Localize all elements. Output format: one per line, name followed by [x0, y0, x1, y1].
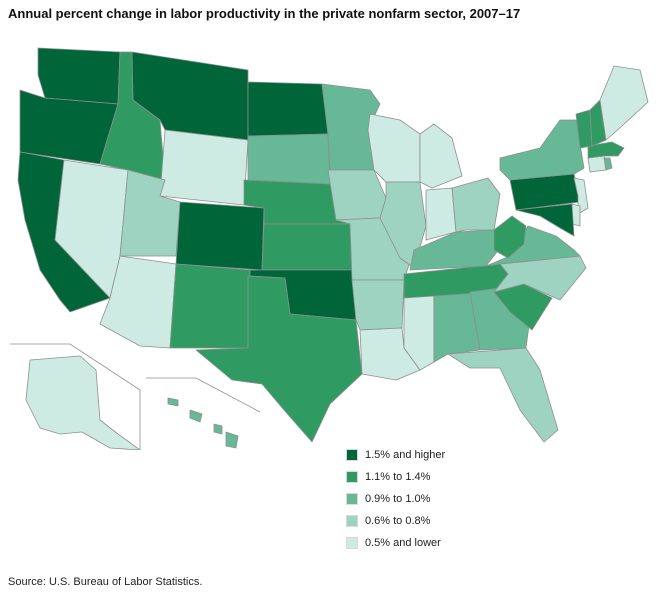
legend-swatch	[346, 515, 358, 527]
legend-item: 1.1% to 1.4%	[346, 466, 445, 488]
state-wi[interactable]	[367, 113, 421, 183]
state-il[interactable]	[379, 181, 427, 269]
state-ct[interactable]	[587, 155, 607, 173]
legend-label: 0.5% and lower	[365, 537, 441, 549]
state-sd[interactable]	[247, 133, 331, 185]
legend-swatch	[346, 493, 358, 505]
state-nd[interactable]	[247, 81, 329, 137]
state-tx[interactable]	[195, 275, 363, 443]
state-mi[interactable]	[419, 123, 463, 189]
state-ny[interactable]	[499, 119, 585, 181]
source-note: Source: U.S. Bureau of Labor Statistics.	[8, 576, 203, 588]
state-nj[interactable]	[573, 177, 589, 215]
state-ri[interactable]	[603, 157, 613, 171]
map-title: Annual percent change in labor productiv…	[8, 6, 521, 21]
legend-label: 1.1% to 1.4%	[365, 471, 431, 483]
state-ak[interactable]	[25, 355, 141, 450]
us-choropleth-map	[10, 47, 649, 450]
legend-item: 0.5% and lower	[346, 532, 445, 554]
state-fl[interactable]	[447, 347, 559, 443]
legend-swatch	[346, 471, 358, 483]
state-wy[interactable]	[159, 129, 249, 206]
state-nm[interactable]	[169, 263, 251, 349]
state-ar[interactable]	[351, 279, 405, 331]
state-hi[interactable]	[167, 397, 239, 449]
legend-label: 1.5% and higher	[365, 449, 446, 461]
state-co[interactable]	[175, 201, 265, 271]
inset-frame-lines	[10, 343, 261, 450]
legend-label: 0.6% to 0.8%	[365, 515, 431, 527]
legend-label: 0.9% to 1.0%	[365, 493, 431, 505]
legend-item: 1.5% and higher	[346, 444, 445, 466]
state-nc[interactable]	[493, 255, 587, 301]
state-in[interactable]	[425, 187, 457, 241]
map-legend: 1.5% and higher 1.1% to 1.4% 0.9% to 1.0…	[346, 444, 445, 554]
state-wv[interactable]	[493, 215, 527, 259]
legend-swatch	[346, 449, 358, 461]
state-ma[interactable]	[587, 141, 625, 159]
state-wa[interactable]	[37, 47, 121, 105]
state-ks[interactable]	[261, 223, 353, 271]
state-me[interactable]	[599, 65, 649, 141]
state-md[interactable]	[515, 203, 575, 237]
legend-item: 0.6% to 0.8%	[346, 510, 445, 532]
state-oh[interactable]	[451, 177, 501, 233]
legend-swatch	[346, 537, 358, 549]
state-ia[interactable]	[327, 169, 387, 221]
legend-item: 0.9% to 1.0%	[346, 488, 445, 510]
